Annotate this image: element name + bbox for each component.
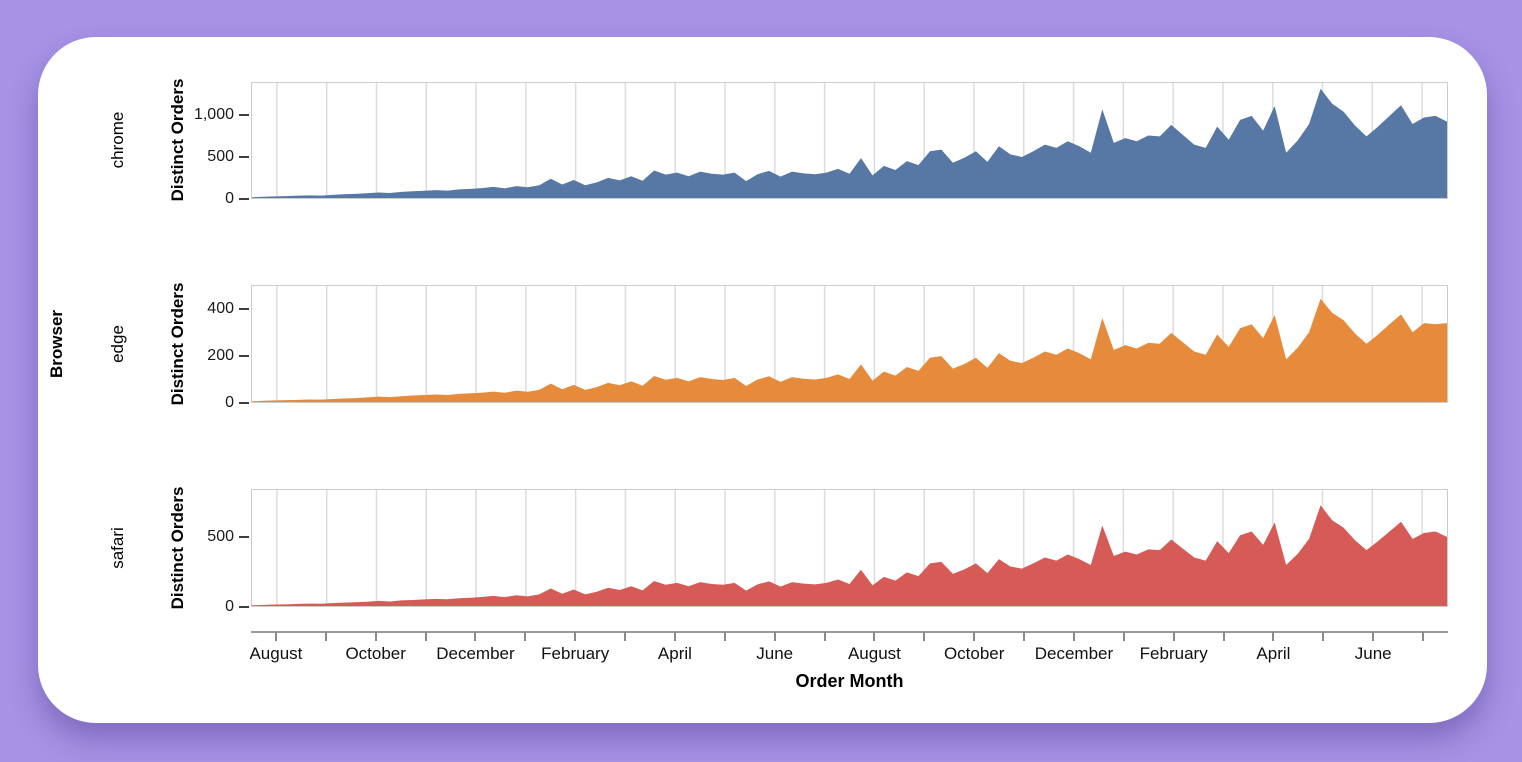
y-tick-label: 500	[207, 148, 234, 166]
x-tick-label: February	[541, 644, 610, 663]
y-tick-label: 400	[207, 299, 234, 317]
plot-safari	[251, 489, 1448, 607]
y-tick-mark	[239, 606, 249, 608]
x-tick-label: June	[1354, 644, 1392, 663]
x-tick-mark	[923, 632, 926, 641]
x-tick-mark	[574, 632, 577, 641]
x-tick-label: December	[1034, 644, 1114, 663]
x-tick-label: June	[756, 644, 794, 663]
y-tick-mark	[239, 198, 249, 200]
facet-label-chrome: chrome	[108, 111, 127, 169]
x-tick-label: October	[345, 644, 406, 663]
x-tick-label: August	[249, 644, 303, 663]
y-axis-title-chrome: Distinct Orders	[168, 78, 187, 202]
y-tick-label: 0	[225, 190, 234, 207]
x-axis-title: Order Month	[795, 671, 904, 691]
plot-edge	[251, 285, 1448, 403]
x-tick-mark	[1322, 632, 1325, 641]
x-tick-mark	[1422, 632, 1425, 641]
x-tick-label: December	[436, 644, 515, 663]
facet-label-safari: safari	[108, 527, 127, 569]
x-axis-line	[251, 631, 1448, 633]
area-chart-edge	[252, 286, 1447, 402]
area-chart-chrome	[252, 83, 1447, 198]
area-chart-safari	[252, 490, 1447, 606]
y-tick-label: 500	[207, 527, 234, 545]
x-tick-mark	[1372, 632, 1375, 641]
x-tick-label: October	[943, 644, 1005, 663]
x-tick-mark	[324, 632, 327, 641]
plot-chrome	[251, 82, 1448, 199]
y-tick-label: 0	[225, 598, 234, 615]
x-tick-mark	[673, 632, 676, 641]
y-tick-mark	[239, 156, 249, 159]
x-tick-mark	[973, 632, 976, 641]
x-tick-mark	[1023, 632, 1026, 641]
y-axis-title-safari: Distinct Orders	[168, 486, 187, 610]
area-series-edge	[252, 298, 1447, 402]
x-tick-mark	[524, 632, 527, 641]
x-tick-mark	[873, 632, 876, 641]
y-tick-label: 200	[207, 346, 234, 364]
area-series-chrome	[252, 88, 1447, 198]
y-tick-label: 1,000	[193, 106, 234, 124]
y-tick-mark	[239, 535, 249, 538]
y-tick-label: 0	[225, 394, 234, 411]
x-tick-mark	[624, 632, 627, 641]
y-tick-mark	[239, 402, 249, 404]
x-tick-label: April	[657, 644, 692, 663]
facet-label-edge: edge	[108, 325, 127, 363]
area-series-safari	[252, 505, 1447, 606]
x-tick-mark	[1272, 632, 1275, 641]
x-tick-label: April	[1256, 644, 1291, 663]
y-tick-mark	[239, 114, 249, 117]
y-tick-mark	[239, 354, 249, 357]
x-tick-mark	[474, 632, 477, 641]
x-tick-mark	[1072, 632, 1075, 641]
x-tick-mark	[773, 632, 776, 641]
x-tick-mark	[823, 632, 826, 641]
x-tick-mark	[424, 632, 427, 641]
x-tick-mark	[374, 632, 377, 641]
x-tick-label: February	[1139, 644, 1208, 663]
x-tick-mark	[1122, 632, 1125, 641]
y-tick-mark	[239, 307, 249, 310]
x-tick-label: August	[847, 644, 901, 663]
x-tick-mark	[1222, 632, 1225, 641]
facet-axis-title: Browser	[47, 309, 66, 379]
x-tick-mark	[1172, 632, 1175, 641]
x-tick-mark	[274, 632, 277, 641]
x-tick-mark	[723, 632, 726, 641]
